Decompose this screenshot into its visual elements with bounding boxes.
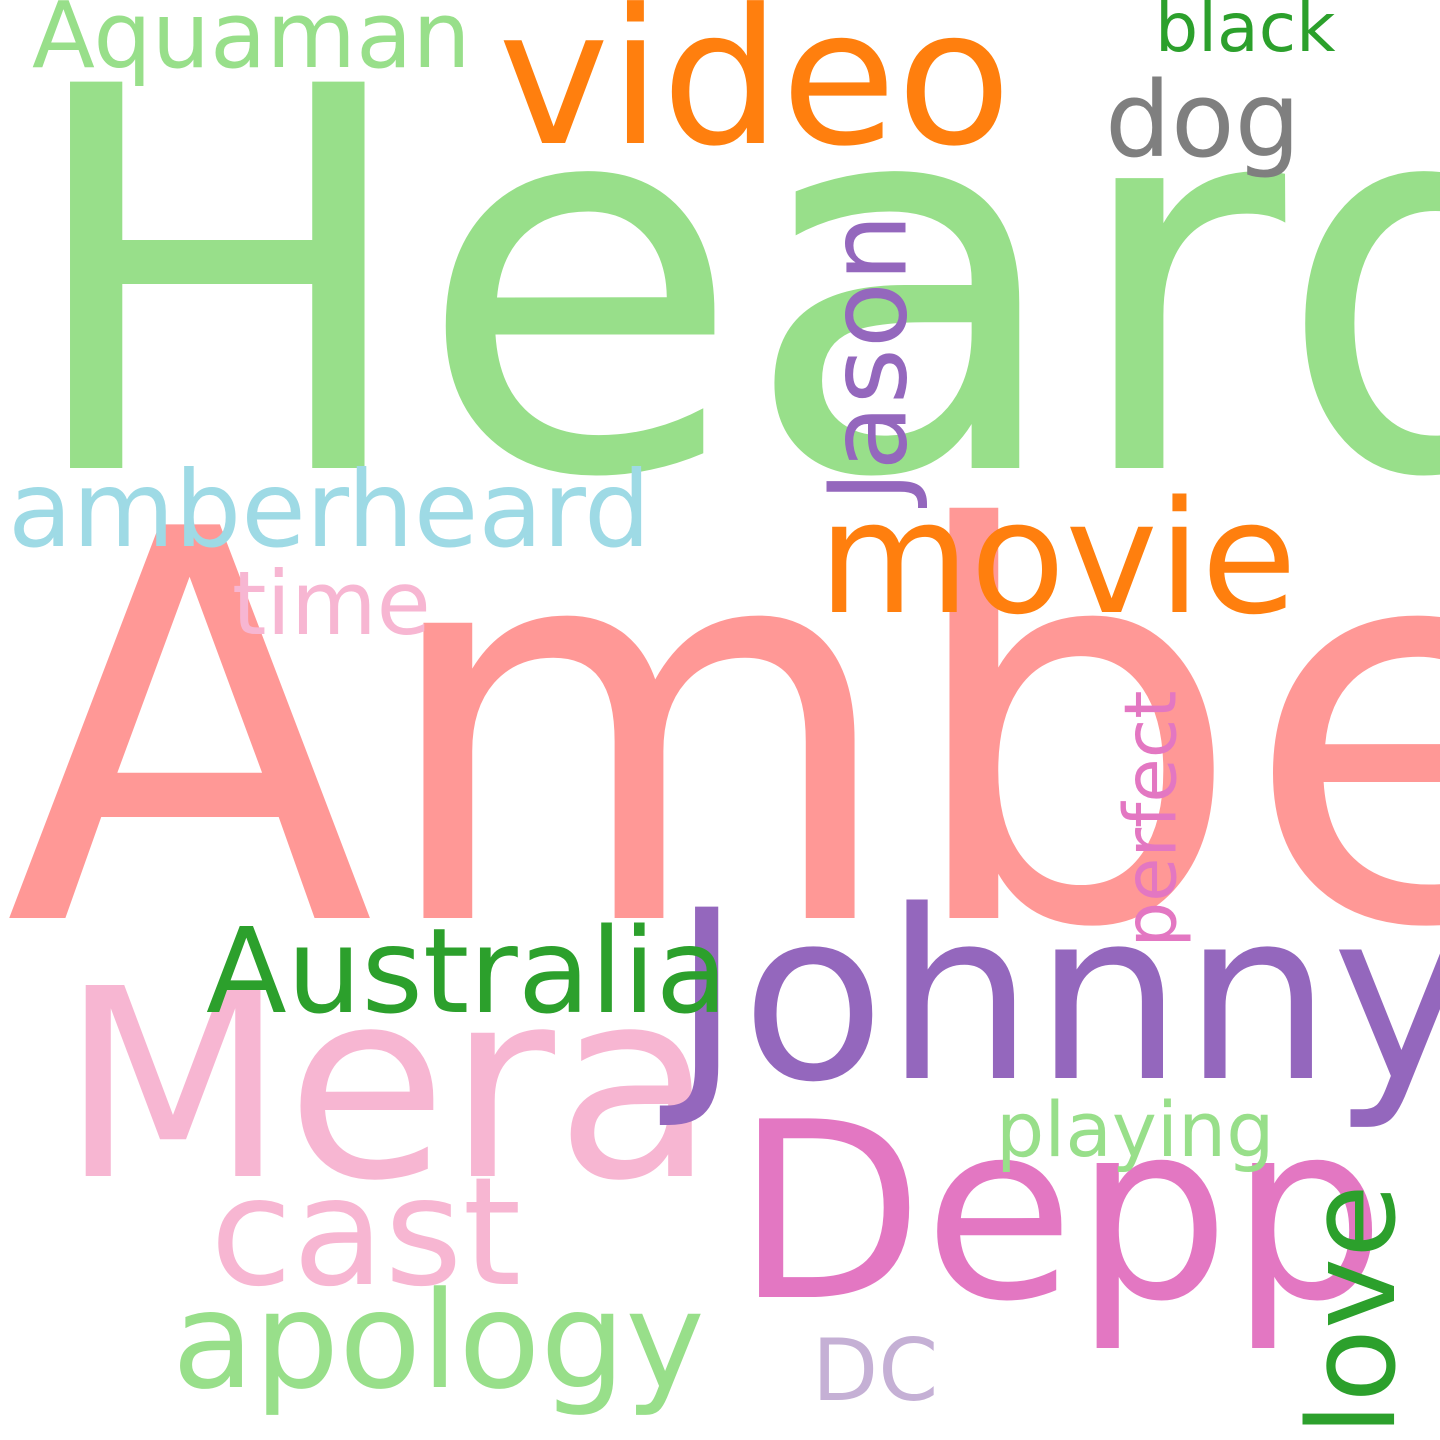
word-black: black xyxy=(1155,0,1336,68)
word-aquaman: Aquaman xyxy=(32,0,471,89)
word-dc: DC xyxy=(812,1321,939,1421)
word-amberheard: amberheard xyxy=(8,449,651,571)
word-mera: Mera xyxy=(60,933,716,1238)
word-dog: dog xyxy=(1105,59,1301,181)
word-heard: Heard xyxy=(18,0,1440,593)
word-johnny: Johnny xyxy=(672,861,1440,1134)
word-playing: playing xyxy=(996,1085,1275,1174)
word-movie: movie xyxy=(818,467,1298,649)
word-perfect: perfect xyxy=(1108,690,1193,948)
word-cast: cast xyxy=(210,1146,522,1320)
word-love: love xyxy=(1283,1184,1423,1436)
word-australia: Australia xyxy=(206,902,728,1040)
word-time: time xyxy=(232,552,431,655)
word-depp: Depp xyxy=(735,1070,1386,1355)
word-apology: apology xyxy=(172,1263,705,1419)
word-video: video xyxy=(498,0,1012,188)
word-amber: Amber xyxy=(5,418,1440,1046)
word-jason: Jason xyxy=(806,213,932,503)
